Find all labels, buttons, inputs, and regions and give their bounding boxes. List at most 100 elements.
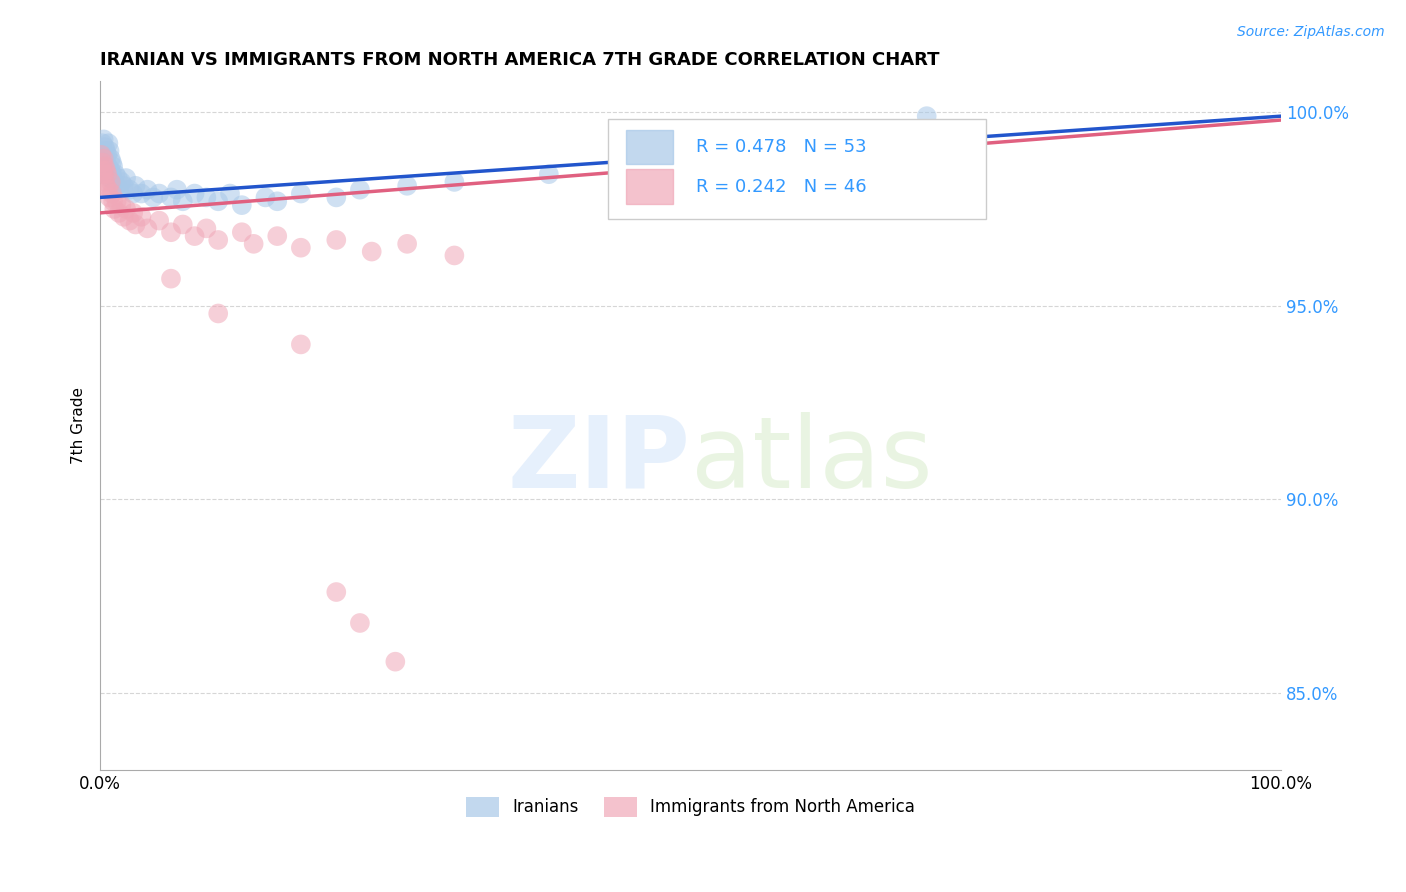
Text: R = 0.242   N = 46: R = 0.242 N = 46 [696, 178, 868, 195]
Point [290, 186, 312, 201]
Y-axis label: 7th Grade: 7th Grade [72, 387, 86, 464]
Point [325, 585, 347, 599]
Point [94, 144, 117, 158]
Point [207, 233, 229, 247]
Point [98, 144, 121, 158]
Point [107, 171, 129, 186]
Point [108, 206, 131, 220]
Point [118, 213, 141, 227]
Point [325, 233, 347, 247]
Point [131, 186, 153, 201]
Bar [626, 169, 673, 204]
Point [443, 175, 465, 189]
Point [93, 160, 115, 174]
Point [100, 152, 122, 166]
Point [266, 229, 288, 244]
Point [172, 218, 194, 232]
Point [91, 152, 114, 166]
Point [94, 160, 117, 174]
Point [207, 194, 229, 209]
Point [98, 190, 121, 204]
Point [207, 306, 229, 320]
Point [112, 210, 135, 224]
Text: atlas: atlas [690, 411, 932, 508]
Point [290, 337, 312, 351]
Point [537, 167, 560, 181]
Point [183, 186, 205, 201]
Point [360, 244, 382, 259]
Point [136, 183, 159, 197]
Point [195, 190, 218, 204]
Text: R = 0.478   N = 53: R = 0.478 N = 53 [696, 137, 868, 156]
Point [94, 155, 117, 169]
Point [115, 202, 138, 216]
Point [97, 136, 120, 151]
Point [384, 655, 406, 669]
Point [93, 167, 115, 181]
Point [231, 225, 253, 239]
Point [97, 183, 120, 197]
Point [231, 198, 253, 212]
Point [100, 175, 122, 189]
Point [396, 236, 419, 251]
Point [110, 175, 132, 189]
Point [325, 190, 347, 204]
Text: Source: ZipAtlas.com: Source: ZipAtlas.com [1237, 25, 1385, 39]
Point [219, 186, 242, 201]
Point [160, 190, 183, 204]
Point [90, 144, 112, 158]
Bar [626, 129, 673, 164]
Point [98, 171, 121, 186]
Point [94, 178, 117, 193]
Point [110, 198, 132, 212]
Point [142, 190, 165, 204]
Point [266, 194, 288, 209]
Point [105, 194, 128, 209]
Point [94, 163, 117, 178]
Point [124, 178, 146, 193]
Point [93, 152, 115, 166]
Point [91, 155, 114, 169]
Point [166, 183, 188, 197]
Point [118, 183, 141, 197]
Point [101, 167, 124, 181]
Bar [607, 120, 986, 219]
Point [104, 167, 127, 181]
Point [101, 194, 124, 209]
Point [103, 202, 125, 216]
Point [101, 155, 124, 169]
Point [93, 132, 115, 146]
Point [112, 178, 135, 193]
Point [290, 241, 312, 255]
Point [96, 167, 118, 181]
Point [90, 148, 112, 162]
Point [148, 186, 170, 201]
Point [349, 183, 371, 197]
Point [254, 190, 277, 204]
Point [94, 140, 117, 154]
Point [97, 160, 120, 174]
Point [96, 167, 118, 181]
Point [679, 140, 702, 154]
Point [349, 615, 371, 630]
Point [94, 175, 117, 189]
Point [91, 136, 114, 151]
Point [91, 163, 114, 178]
Point [122, 206, 145, 220]
Point [108, 183, 131, 197]
Point [172, 194, 194, 209]
Point [105, 178, 128, 193]
Point [148, 213, 170, 227]
Point [100, 163, 122, 178]
Point [96, 148, 118, 162]
Point [136, 221, 159, 235]
Point [131, 210, 153, 224]
Point [915, 109, 938, 123]
Point [101, 160, 124, 174]
Text: ZIP: ZIP [508, 411, 690, 508]
Legend: Iranians, Immigrants from North America: Iranians, Immigrants from North America [460, 790, 922, 823]
Point [115, 171, 138, 186]
Point [443, 248, 465, 262]
Point [183, 229, 205, 244]
Text: IRANIAN VS IMMIGRANTS FROM NORTH AMERICA 7TH GRADE CORRELATION CHART: IRANIAN VS IMMIGRANTS FROM NORTH AMERICA… [100, 51, 939, 69]
